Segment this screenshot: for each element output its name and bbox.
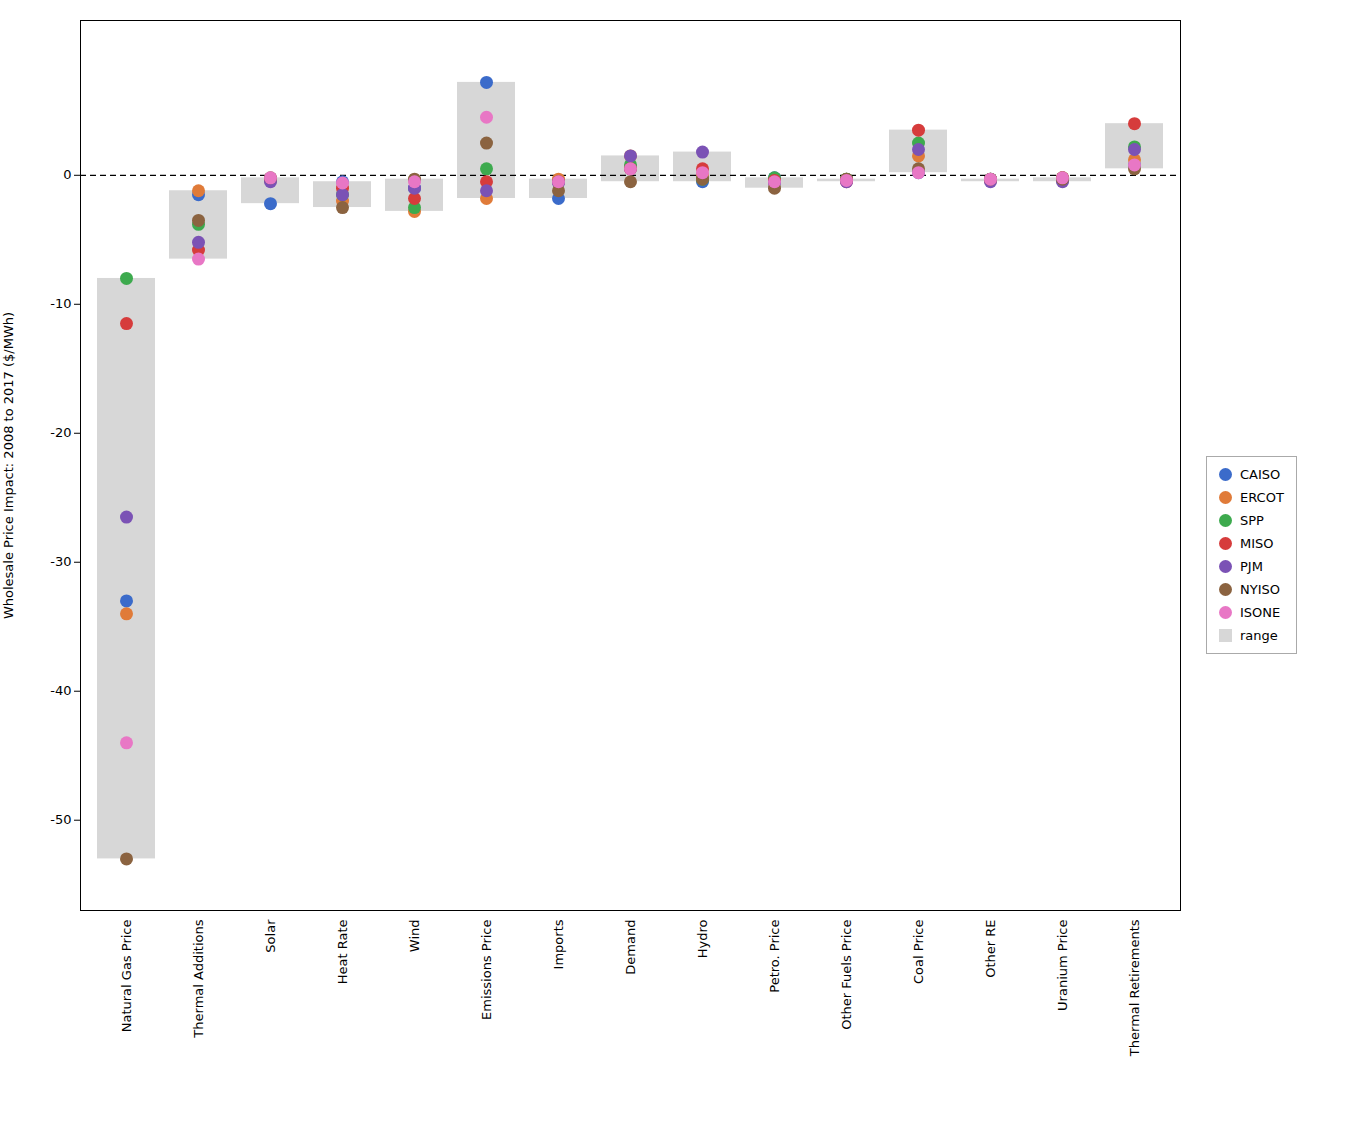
svg-text:Wind: Wind [407, 920, 422, 953]
html-text:MISO: MISO [1240, 536, 1274, 551]
html-text:NYISO: NYISO [1240, 582, 1280, 597]
svg-text:-20: -20 [50, 425, 71, 440]
svg-text:Uranium Price: Uranium Price [1055, 920, 1070, 1011]
svg-text:-40: -40 [50, 683, 71, 698]
svg-text:Thermal Additions: Thermal Additions [191, 919, 206, 1038]
html-text:PJM: PJM [1240, 559, 1263, 574]
svg-text:Hydro: Hydro [695, 919, 710, 958]
svg-text:Wholesale Price Impact: 2008 t: Wholesale Price Impact: 2008 to 2017 ($/… [1, 312, 16, 619]
svg-text:Demand: Demand [623, 920, 638, 975]
html-text:SPP: SPP [1240, 513, 1264, 528]
html-text:range: range [1240, 628, 1278, 643]
svg-text:0: 0 [63, 167, 71, 182]
svg-text:Emissions Price: Emissions Price [479, 920, 494, 1020]
svg-text:Coal Price: Coal Price [911, 920, 926, 984]
html-text:ERCOT: ERCOT [1240, 490, 1284, 505]
svg-text:-30: -30 [50, 554, 71, 569]
svg-text:-10: -10 [50, 296, 71, 311]
svg-text:Other RE: Other RE [983, 920, 998, 978]
html-text:CAISO: CAISO [1240, 467, 1281, 482]
svg-text:Heat Rate: Heat Rate [335, 920, 350, 985]
svg-text:-50: -50 [50, 812, 71, 827]
svg-text:Thermal Retirements: Thermal Retirements [1127, 919, 1142, 1057]
svg-text:Petro. Price: Petro. Price [767, 919, 782, 992]
svg-text:Imports: Imports [551, 919, 566, 969]
html-text:ISONE: ISONE [1240, 605, 1281, 620]
svg-text:Natural Gas Price: Natural Gas Price [119, 920, 134, 1033]
svg-text:Solar: Solar [263, 919, 278, 953]
svg-text:Other Fuels Price: Other Fuels Price [839, 920, 854, 1030]
